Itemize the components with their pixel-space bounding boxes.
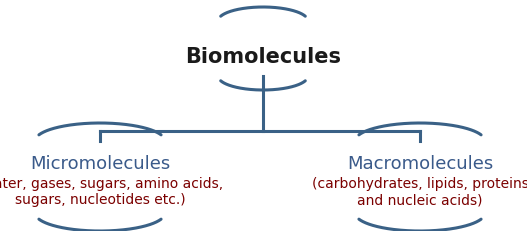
Text: Biomolecules: Biomolecules [185, 47, 341, 67]
Text: Micromolecules: Micromolecules [30, 154, 170, 172]
Text: Macromolecules: Macromolecules [347, 154, 493, 172]
Text: (water, gases, sugars, amino acids,
sugars, nucleotides etc.): (water, gases, sugars, amino acids, suga… [0, 176, 223, 206]
Text: (carbohydrates, lipids, proteins
and nucleic acids): (carbohydrates, lipids, proteins and nuc… [311, 176, 527, 206]
